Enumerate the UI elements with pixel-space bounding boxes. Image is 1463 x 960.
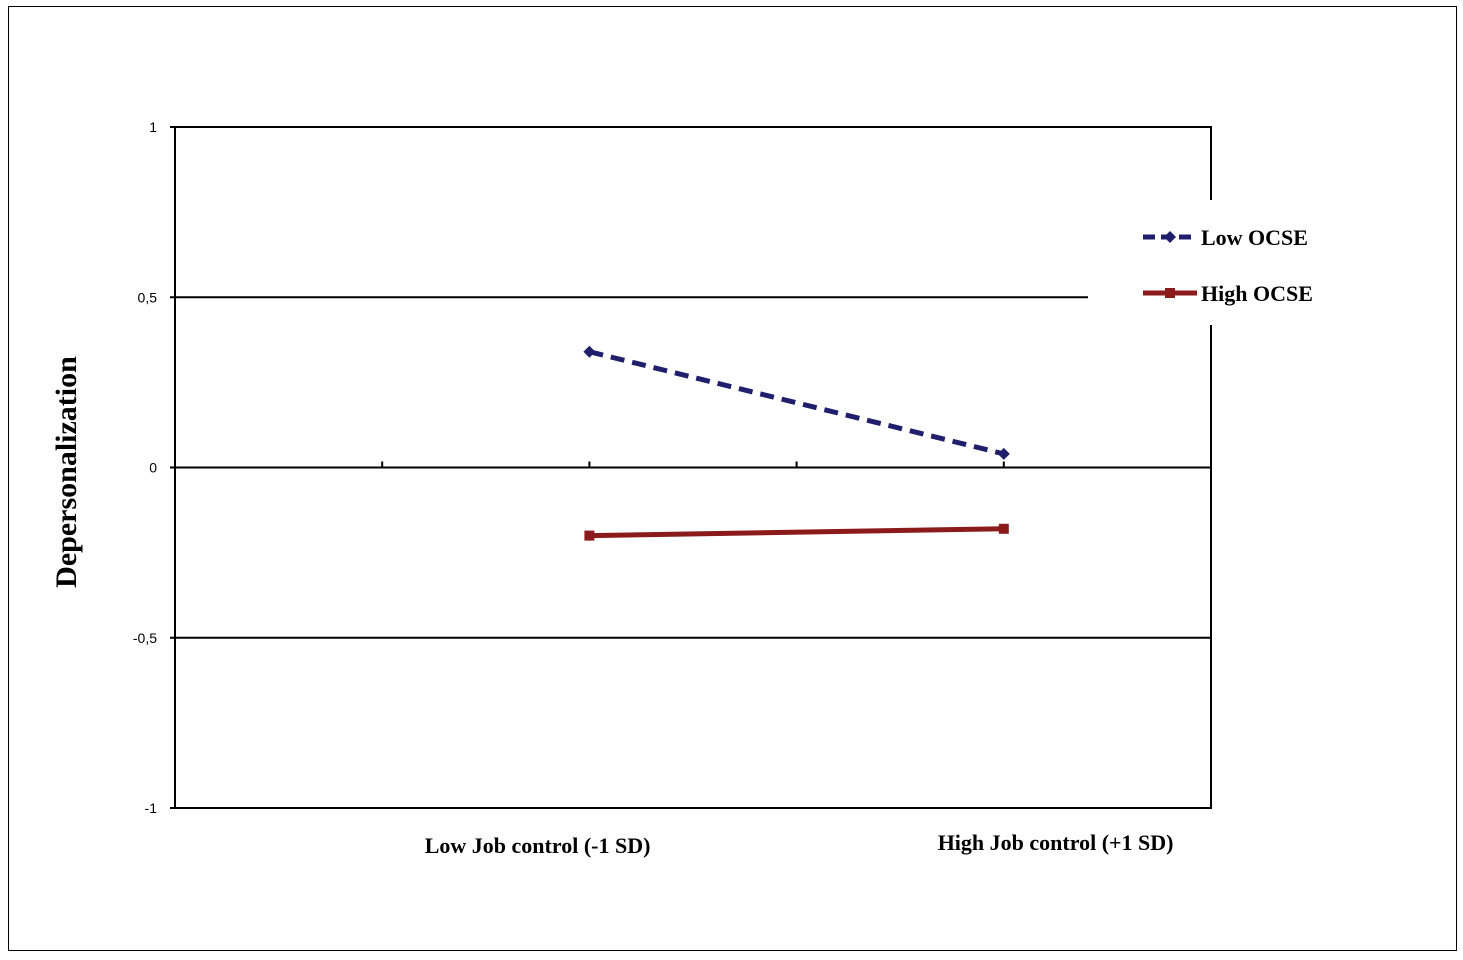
legend-label: Low OCSE	[1201, 225, 1308, 250]
series-group	[583, 345, 1010, 541]
y-axis-label: Depersonalization	[50, 356, 83, 588]
axis-ticks: 1 0,5 0 -0,5 -1 Low Job control (-1 SD) High J…	[133, 119, 1174, 858]
data-point	[584, 530, 595, 541]
y-tick-label: 0	[149, 460, 157, 476]
legend-marker	[1165, 288, 1175, 298]
legend-background	[1088, 200, 1348, 325]
y-tick-label: -0,5	[133, 630, 157, 646]
series-line	[588, 349, 1005, 457]
legend-item: Low OCSE	[1143, 225, 1308, 250]
legend-label: High OCSE	[1201, 281, 1313, 306]
x-category-label: High Job control (+1 SD)	[938, 830, 1174, 855]
data-point	[997, 447, 1010, 460]
y-tick-label: -1	[145, 800, 158, 816]
series-high-ocse	[584, 523, 1009, 541]
y-tick-label: 0,5	[138, 289, 158, 305]
x-category-label: Low Job control (-1 SD)	[425, 833, 651, 858]
gridlines	[175, 296, 1211, 639]
series-line	[589, 526, 1004, 539]
chart-frame	[8, 6, 1457, 951]
data-point	[998, 523, 1009, 534]
legend-marker	[1164, 231, 1176, 243]
legend: Low OCSE High OCSE	[1143, 225, 1313, 306]
series-low-ocse	[583, 345, 1010, 460]
legend-item: High OCSE	[1143, 281, 1313, 306]
data-point	[583, 345, 596, 358]
y-tick-label: 1	[149, 119, 157, 135]
